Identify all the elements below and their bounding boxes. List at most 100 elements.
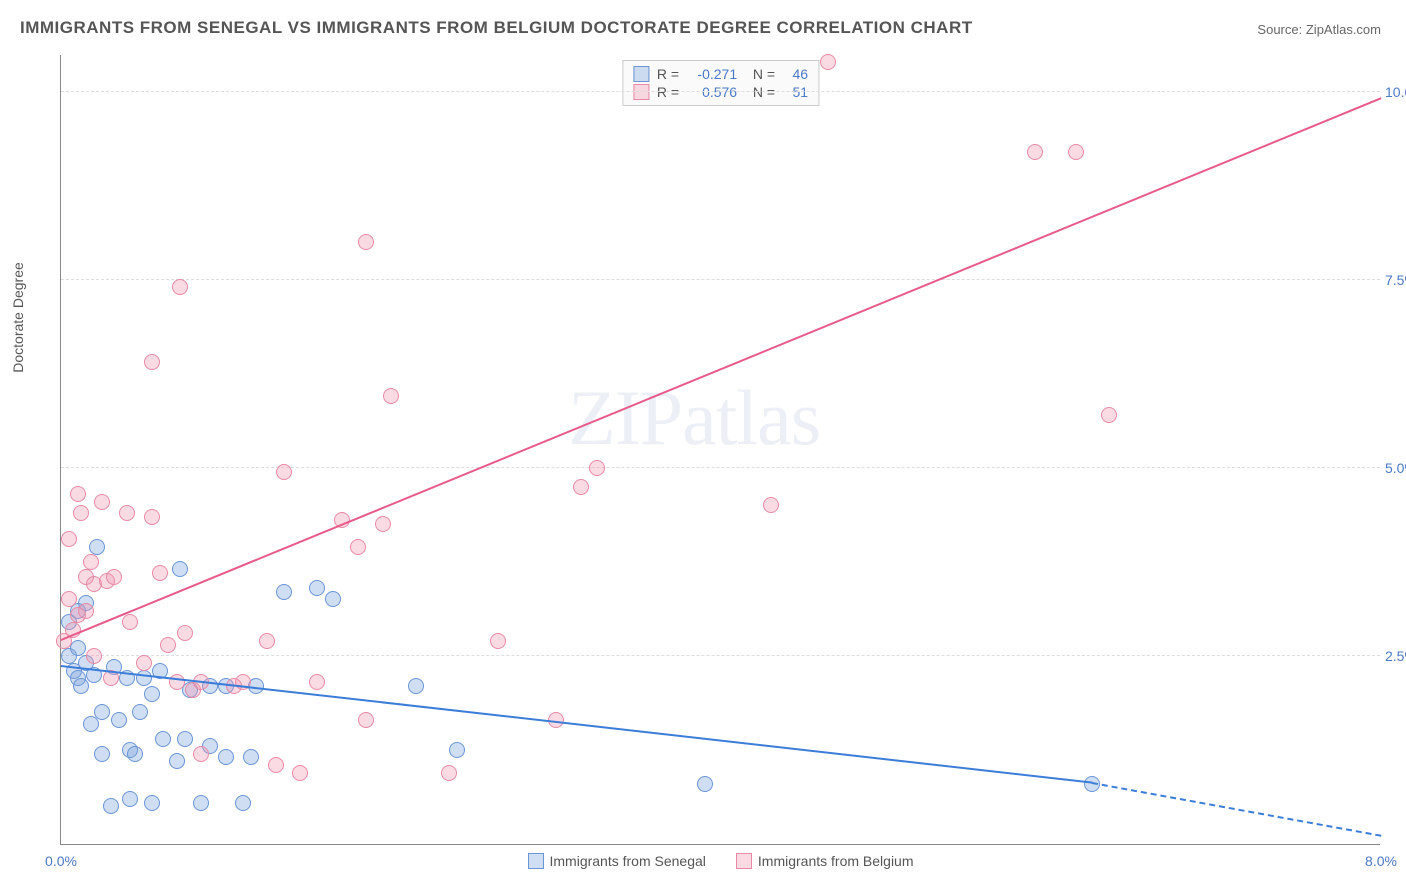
data-point [235, 795, 251, 811]
data-point [73, 678, 89, 694]
data-point [70, 486, 86, 502]
stats-row: R = -0.271 N = 46 [633, 65, 808, 83]
data-point [177, 625, 193, 641]
data-point [172, 561, 188, 577]
data-point [132, 704, 148, 720]
gridline [61, 91, 1380, 92]
y-tick-label: 10.0% [1385, 84, 1406, 100]
data-point [136, 655, 152, 671]
data-point [155, 731, 171, 747]
data-point [106, 569, 122, 585]
data-point [589, 460, 605, 476]
series-swatch [633, 66, 649, 82]
data-point [268, 757, 284, 773]
chart-title: IMMIGRANTS FROM SENEGAL VS IMMIGRANTS FR… [20, 18, 973, 38]
data-point [160, 637, 176, 653]
legend-swatch [736, 853, 752, 869]
watermark-text: ZIPatlas [568, 373, 820, 463]
data-point [122, 791, 138, 807]
data-point [152, 565, 168, 581]
data-point [218, 749, 234, 765]
data-point [94, 704, 110, 720]
data-point [94, 746, 110, 762]
source-label: Source: [1257, 22, 1302, 37]
legend-label: Immigrants from Belgium [758, 853, 914, 869]
data-point [276, 584, 292, 600]
data-point [1101, 407, 1117, 423]
data-point [490, 633, 506, 649]
data-point [94, 494, 110, 510]
data-point [193, 746, 209, 762]
gridline [61, 655, 1380, 656]
stats-row: R = 0.576 N = 51 [633, 83, 808, 101]
source-value: ZipAtlas.com [1306, 22, 1381, 37]
data-point [763, 497, 779, 513]
series-legend: Immigrants from Senegal Immigrants from B… [528, 853, 914, 869]
data-point [573, 479, 589, 495]
n-label: N = [745, 66, 775, 82]
y-tick-label: 2.5% [1385, 648, 1406, 664]
data-point [441, 765, 457, 781]
data-point [697, 776, 713, 792]
data-point [309, 580, 325, 596]
data-point [358, 712, 374, 728]
data-point [103, 798, 119, 814]
data-point [383, 388, 399, 404]
data-point [1068, 144, 1084, 160]
data-point [61, 591, 77, 607]
legend-swatch [528, 853, 544, 869]
data-point [111, 712, 127, 728]
data-point [144, 795, 160, 811]
x-tick-label: 0.0% [45, 853, 77, 869]
data-point [89, 539, 105, 555]
data-point [243, 749, 259, 765]
n-value: 46 [783, 66, 808, 82]
data-point [193, 795, 209, 811]
series-swatch [633, 84, 649, 100]
data-point [119, 505, 135, 521]
data-point [325, 591, 341, 607]
data-point [259, 633, 275, 649]
legend-item: Immigrants from Senegal [528, 853, 706, 869]
gridline [61, 467, 1380, 468]
data-point [408, 678, 424, 694]
y-tick-label: 5.0% [1385, 460, 1406, 476]
source-attribution: Source: ZipAtlas.com [1257, 22, 1381, 37]
data-point [127, 746, 143, 762]
n-value: 51 [783, 84, 808, 100]
data-point [1027, 144, 1043, 160]
data-point [144, 509, 160, 525]
x-tick-label: 8.0% [1365, 853, 1397, 869]
data-point [144, 354, 160, 370]
data-point [276, 464, 292, 480]
data-point [177, 731, 193, 747]
data-point [375, 516, 391, 532]
trend-line [61, 665, 1092, 784]
data-point [61, 531, 77, 547]
data-point [309, 674, 325, 690]
data-point [820, 54, 836, 70]
data-point [172, 279, 188, 295]
r-value: 0.576 [687, 84, 737, 100]
data-point [449, 742, 465, 758]
data-point [292, 765, 308, 781]
r-value: -0.271 [687, 66, 737, 82]
trend-line [61, 97, 1382, 641]
legend-item: Immigrants from Belgium [736, 853, 914, 869]
data-point [78, 603, 94, 619]
gridline [61, 279, 1380, 280]
data-point [144, 686, 160, 702]
r-label: R = [657, 66, 679, 82]
trend-line [1092, 782, 1381, 837]
data-point [169, 753, 185, 769]
data-point [73, 505, 89, 521]
y-tick-label: 7.5% [1385, 272, 1406, 288]
data-point [86, 648, 102, 664]
n-label: N = [745, 84, 775, 100]
data-point [350, 539, 366, 555]
r-label: R = [657, 84, 679, 100]
chart-plot-area: ZIPatlas R =-0.271 N =46R =0.576 N =51 I… [60, 55, 1380, 845]
correlation-stats-box: R = -0.271 N = 46 R = 0.576 N = 51 [622, 60, 819, 106]
data-point [83, 554, 99, 570]
data-point [122, 614, 138, 630]
